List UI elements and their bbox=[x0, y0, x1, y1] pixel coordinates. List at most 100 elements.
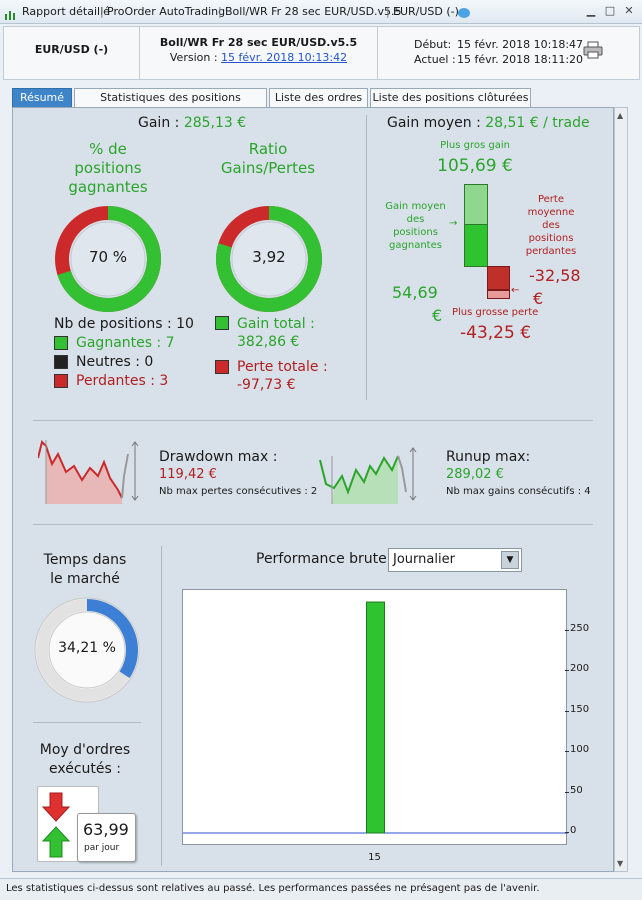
tab-rapport[interactable]: Rapport détaillé bbox=[22, 5, 110, 18]
avg-win-arrow-icon: → bbox=[449, 218, 458, 229]
vertical-scrollbar[interactable]: ▲ ▼ bbox=[614, 107, 628, 872]
report-header: EUR/USD (-) Boll/WR Fr 28 sec EUR/USD.v5… bbox=[3, 26, 640, 80]
chart-x-tick: 15 bbox=[368, 852, 381, 863]
drawdown-sparkline bbox=[38, 440, 139, 504]
market-time-value: 34,21 % bbox=[58, 640, 116, 656]
ratio-title: Ratio Gains/Pertes bbox=[220, 140, 316, 177]
total-gain-swatch bbox=[215, 316, 229, 330]
win-pct-value: 70 % bbox=[88, 248, 128, 266]
chart-y-tick: 250 bbox=[570, 622, 590, 634]
orders-badge bbox=[77, 813, 136, 862]
performance-chart-plot bbox=[183, 601, 568, 834]
biggest-loss-label: Plus grosse perte bbox=[452, 307, 539, 318]
runup-label: Runup max: bbox=[446, 449, 531, 465]
runup-sub: Nb max gains consécutifs : 4 bbox=[446, 486, 591, 497]
chart-y-tick-mark bbox=[565, 791, 569, 793]
title-bar: Rapport détaillé | ProOrder AutoTrading … bbox=[0, 0, 642, 24]
close-button[interactable]: ✕ bbox=[624, 4, 634, 17]
tab-instrument[interactable]: EUR/USD (-) bbox=[393, 5, 459, 18]
info-bubble-icon bbox=[457, 5, 471, 29]
biggest-gain-bar bbox=[464, 184, 488, 225]
tab-strategy[interactable]: Boll/WR Fr 28 sec EUR/USD.v5.5 bbox=[225, 5, 402, 18]
winners-count: Gagnantes : 7 bbox=[76, 335, 175, 351]
win-pct-donut bbox=[55, 206, 161, 312]
neutral-count: Neutres : 0 bbox=[76, 354, 154, 370]
total-loss-label: Perte totale : bbox=[237, 359, 328, 375]
performance-title: Performance brute bbox=[256, 551, 387, 567]
avg-loss-value: -32,58 bbox=[529, 266, 581, 285]
tab-proorder[interactable]: ProOrder AutoTrading bbox=[107, 5, 226, 18]
avg-gain-value: 28,51 € / trade bbox=[485, 115, 590, 131]
chart-y-tick-mark bbox=[565, 670, 569, 671]
drawdown-value: 119,42 € bbox=[159, 467, 217, 482]
scroll-up-icon[interactable]: ▲ bbox=[617, 111, 624, 120]
biggest-gain-value: 105,69 € bbox=[437, 156, 513, 176]
avg-loss-currency: € bbox=[533, 289, 544, 308]
minimize-button[interactable]: ▁ bbox=[586, 4, 596, 17]
maximize-button[interactable]: □ bbox=[604, 4, 616, 17]
total-gain-label: Gain total : bbox=[237, 316, 315, 332]
biggest-loss-bar bbox=[487, 290, 510, 299]
chart-y-tick-mark bbox=[565, 629, 569, 631]
tab-orders[interactable]: Liste des ordres bbox=[269, 88, 368, 107]
version-link[interactable]: 15 févr. 2018 10:13:42 bbox=[221, 51, 348, 64]
chart-y-tick: 200 bbox=[570, 663, 590, 674]
instrument-name: EUR/USD (-) bbox=[34, 43, 109, 56]
start-label: Début: bbox=[414, 38, 452, 51]
print-icon[interactable] bbox=[583, 41, 603, 63]
nb-positions: Nb de positions : 10 bbox=[54, 316, 194, 332]
chart-app-icon bbox=[4, 6, 16, 20]
win-pct-title: % de positions gagnantes bbox=[68, 140, 148, 196]
total-loss-value: -97,73 € bbox=[237, 377, 296, 393]
version-label: Version : bbox=[169, 51, 218, 64]
losers-count: Perdantes : 3 bbox=[76, 373, 169, 389]
winners-swatch bbox=[54, 336, 68, 350]
avg-gain-bar bbox=[464, 224, 488, 267]
market-time-title: Temps dans le marché bbox=[43, 552, 127, 587]
drawdown-label: Drawdown max : bbox=[159, 449, 278, 465]
chevron-down-icon[interactable]: ▼ bbox=[501, 551, 519, 569]
avg-win-value: 54,69 bbox=[392, 283, 438, 302]
market-time-donut bbox=[34, 597, 140, 703]
avg-gain-label: Gain moyen : bbox=[387, 115, 481, 131]
orders-unit: par jour bbox=[84, 843, 120, 853]
chart-y-tick: 50 bbox=[570, 784, 583, 796]
runup-sparkline bbox=[319, 447, 417, 504]
buy-sell-arrows-icon bbox=[42, 792, 71, 858]
gain-label: Gain : bbox=[138, 115, 180, 131]
status-bar: Les statistiques ci-dessus sont relative… bbox=[0, 878, 642, 900]
orders-title: Moy d'ordres exécutés : bbox=[39, 742, 131, 777]
avg-win-currency: € bbox=[432, 306, 443, 325]
period-select[interactable]: Journalier ▼ bbox=[388, 548, 522, 572]
chart-bar bbox=[366, 601, 385, 834]
chart-y-tick-mark bbox=[565, 751, 569, 752]
avg-loss-caption: Perte moyenne des positions perdantes bbox=[525, 194, 577, 257]
tab-resume[interactable]: Résumé bbox=[12, 88, 72, 107]
biggest-loss-value: -43,25 € bbox=[460, 323, 532, 343]
scroll-down-icon[interactable]: ▼ bbox=[617, 859, 624, 868]
chart-y-tick-mark bbox=[565, 832, 569, 833]
performance-chart bbox=[182, 589, 568, 845]
chart-y-tick: 0 bbox=[570, 825, 577, 836]
runup-value: 289,02 € bbox=[446, 467, 504, 482]
period-value: Journalier bbox=[393, 552, 455, 567]
avg-loss-arrow-icon: ← bbox=[511, 285, 520, 296]
strategy-name: Boll/WR Fr 28 sec EUR/USD.v5.5 bbox=[159, 36, 358, 49]
biggest-gain-label: Plus gros gain bbox=[440, 140, 510, 151]
chart-y-tick: 100 bbox=[570, 744, 590, 755]
drawdown-sub: Nb max pertes consécutives : 2 bbox=[159, 486, 318, 497]
ratio-value: 3,92 bbox=[252, 248, 286, 266]
current-label: Actuel : bbox=[414, 53, 456, 66]
chart-y-tick: 150 bbox=[570, 703, 590, 715]
tab-closed-positions[interactable]: Liste des positions clôturées bbox=[370, 88, 531, 107]
gain-value: 285,13 € bbox=[183, 115, 247, 131]
ratio-donut bbox=[216, 206, 322, 312]
neutral-swatch bbox=[54, 355, 68, 369]
start-value: 15 févr. 2018 10:18:47 bbox=[457, 38, 584, 51]
orders-value: 63,99 bbox=[83, 820, 129, 839]
avg-loss-bar bbox=[487, 266, 510, 290]
tab-stats-closed[interactable]: Statistiques des positions clôturées bbox=[74, 88, 267, 122]
chart-y-tick-mark bbox=[565, 710, 569, 712]
total-gain-value: 382,86 € bbox=[237, 334, 300, 350]
current-value: 15 févr. 2018 18:11:20 bbox=[457, 53, 584, 66]
